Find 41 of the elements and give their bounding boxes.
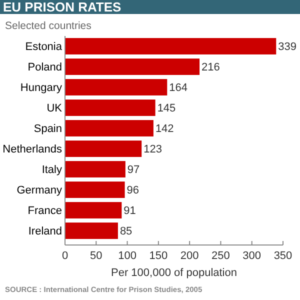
bar [65, 38, 276, 54]
data-label: 85 [120, 226, 132, 238]
y-tick-label: France [28, 205, 62, 218]
x-tick-label: 50 [90, 250, 102, 262]
x-tick-label: 250 [212, 250, 230, 262]
data-label: 91 [124, 205, 136, 218]
y-tick-label: Hungary [20, 82, 62, 94]
bar [65, 120, 154, 136]
x-tick-label: 150 [149, 250, 168, 262]
y-tick-label: Spain [34, 123, 62, 136]
y-tick-label: Netherlands [2, 144, 62, 156]
bar [65, 182, 125, 198]
data-label: 216 [202, 62, 220, 74]
x-tick-label: 350 [274, 250, 292, 262]
data-label: 142 [155, 123, 174, 136]
data-label: 164 [169, 82, 188, 94]
bar [65, 79, 168, 96]
data-label: 97 [127, 164, 140, 176]
chart-title: EU PRISON RATES [3, 0, 122, 14]
data-label: 339 [278, 41, 297, 54]
y-tick-label: Ireland [28, 226, 62, 238]
chart-subtitle: Selected countries [5, 20, 92, 32]
x-tick-label: 200 [180, 250, 199, 262]
bar [65, 58, 200, 75]
x-tick-label: 0 [62, 250, 68, 262]
x-tick-label: 300 [242, 250, 262, 262]
data-label: 123 [144, 144, 162, 156]
bar [65, 140, 142, 157]
x-axis-title: Per 100,000 of population [111, 267, 237, 279]
bar [65, 202, 122, 218]
data-label: 145 [157, 102, 176, 115]
bar [65, 222, 118, 239]
y-tick-label: Poland [28, 62, 62, 74]
y-tick-label: Italy [42, 164, 62, 176]
bar [65, 100, 156, 116]
x-tick-label: 100 [118, 250, 136, 262]
data-label: 96 [126, 184, 140, 197]
bar [65, 161, 126, 178]
y-tick-label: Germany [16, 184, 62, 197]
y-tick-label: Estonia [25, 41, 63, 54]
y-tick-label: UK [46, 102, 63, 115]
